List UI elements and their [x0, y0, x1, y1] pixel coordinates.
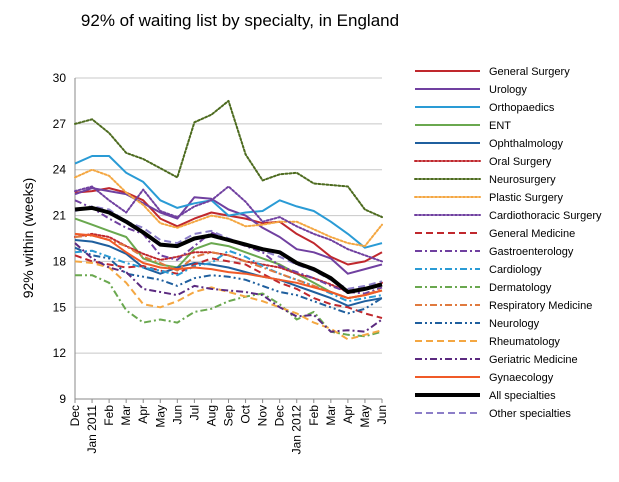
series-line-gynaecology — [74, 232, 383, 300]
chart-title: 92% of waiting list by specialty, in Eng… — [81, 11, 399, 30]
x-tick-label: Aug — [204, 405, 218, 426]
x-tick-label: Oct — [239, 404, 253, 423]
series-line-neurology — [74, 246, 383, 315]
series-line-ophthalmology — [74, 239, 383, 307]
y-tick-label: 24 — [53, 163, 67, 177]
legend: General Surgery Urology Orthopaedics ENT Oph… — [414, 66, 602, 420]
legend-label-ophthalmology: Ophthalmology — [489, 138, 563, 150]
x-tick-label: Jun — [170, 405, 184, 424]
y-tick-label: 27 — [53, 117, 67, 131]
y-tick-label: 9 — [59, 392, 66, 406]
series-line-urology — [74, 187, 383, 275]
series-line-general-medicine — [74, 254, 383, 319]
x-tick-label: Jan 2012 — [290, 405, 304, 455]
series-line-cardiology — [74, 249, 383, 303]
x-tick-label: Dec — [273, 405, 287, 426]
legend-label-ent: ENT — [489, 120, 511, 132]
legend-label-gynaecology: Gynaecology — [489, 372, 554, 384]
series-line-neurosurgery — [74, 99, 383, 219]
legend-label-general-medicine: General Medicine — [489, 228, 575, 240]
series-line-plastic-surgery — [74, 168, 383, 248]
y-tick-label: 18 — [53, 254, 67, 268]
x-tick-label: May — [358, 405, 372, 428]
legend-label-orthopaedics: Orthopaedics — [489, 102, 555, 114]
legend-label-other-specialties: Other specialties — [489, 408, 571, 420]
y-tick-label: 21 — [53, 209, 67, 223]
legend-label-oral-surgery: Oral Surgery — [489, 156, 552, 168]
legend-label-respiratory-medicine: Respiratory Medicine — [489, 300, 592, 312]
legend-label-plastic-surgery: Plastic Surgery — [489, 192, 563, 204]
legend-label-neurology: Neurology — [489, 318, 540, 330]
x-tick-label: Nov — [256, 405, 270, 426]
y-tick-label: 15 — [53, 300, 67, 314]
legend-label-cardiothoracic-surgery: Cardiothoracic Surgery — [489, 210, 602, 222]
x-tick-label: Jan 2011 — [85, 405, 99, 454]
x-tick-label: Dec — [68, 405, 82, 426]
series-line-all-specialties — [74, 205, 383, 294]
series-line-geriatric-medicine — [74, 242, 383, 333]
legend-label-gastroenterology: Gastroenterology — [489, 246, 574, 258]
series-line-cardiothoracic-surgery — [74, 185, 383, 263]
legend-label-dermatology: Dermatology — [489, 282, 552, 294]
legend-label-all-specialties: All specialties — [489, 390, 556, 402]
series-line-rheumatology — [74, 260, 383, 341]
y-tick-label: 30 — [53, 71, 67, 85]
x-tick-label: Jun — [375, 405, 389, 424]
x-tick-label: Jul — [187, 405, 201, 420]
series-line-orthopaedics — [74, 155, 383, 249]
x-tick-label: Feb — [102, 405, 116, 426]
x-tick-label: Apr — [136, 405, 150, 424]
y-axis-label: 92% within (weeks) — [20, 178, 36, 299]
x-tick-label: Apr — [341, 405, 355, 424]
x-tick-label: Mar — [119, 405, 133, 426]
x-tick-label: May — [153, 405, 167, 428]
y-tick-label: 12 — [53, 346, 67, 360]
legend-label-general-surgery: General Surgery — [489, 66, 570, 78]
legend-label-cardiology: Cardiology — [489, 264, 542, 276]
legend-label-neurosurgery: Neurosurgery — [489, 174, 556, 186]
x-tick-label: Sep — [222, 405, 236, 427]
series-lines — [74, 99, 383, 341]
legend-label-geriatric-medicine: Geriatric Medicine — [489, 354, 578, 366]
legend-label-urology: Urology — [489, 84, 527, 96]
x-tick-label: Feb — [307, 405, 321, 426]
x-tick-label: Mar — [324, 405, 338, 426]
legend-label-rheumatology: Rheumatology — [489, 336, 560, 348]
